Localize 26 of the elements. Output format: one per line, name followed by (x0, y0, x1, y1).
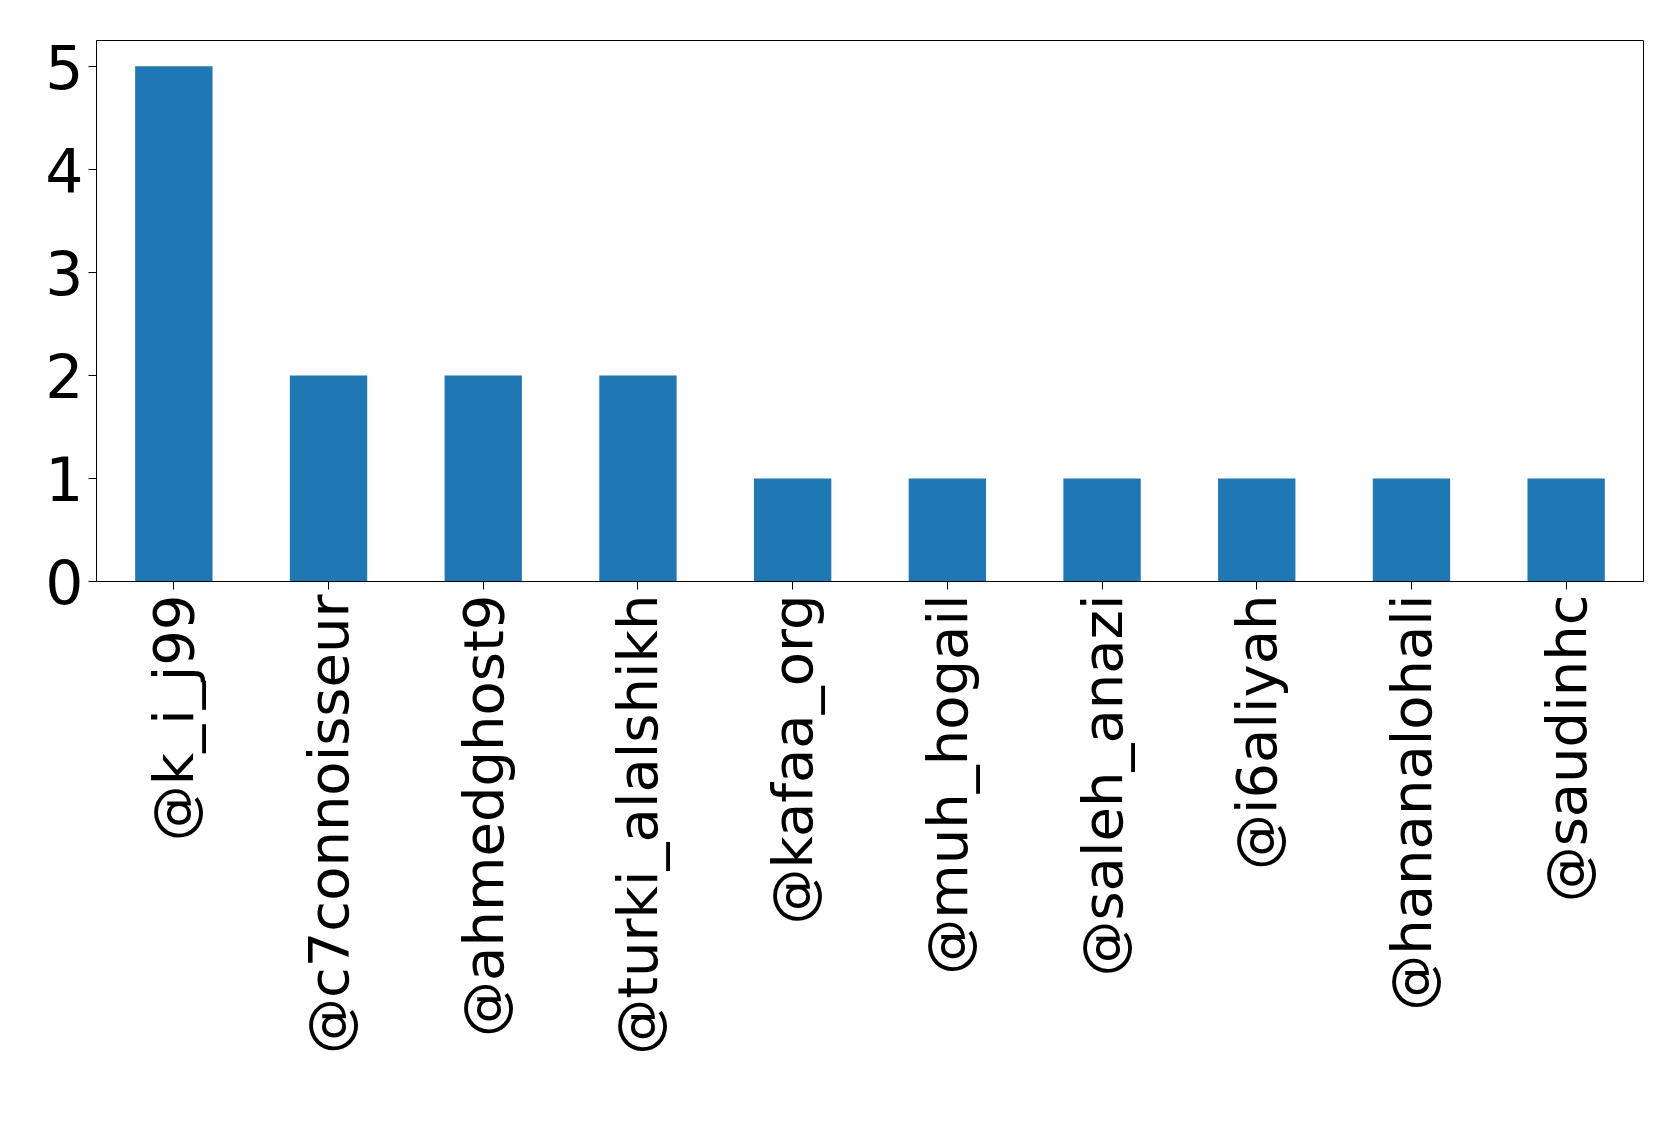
x-tick-label: @hananalohali (1378, 594, 1444, 1011)
bar (289, 375, 368, 582)
y-tick-label: 5 (45, 32, 84, 103)
x-tick-label: @turki_alalshikh (605, 594, 671, 1055)
x-tick-label: @k_i_j99 (141, 594, 207, 842)
y-tick-label: 4 (45, 135, 84, 206)
x-tick-label: @saudinhc (1533, 594, 1599, 903)
bar (135, 66, 213, 582)
bar (908, 478, 987, 582)
bar (599, 375, 677, 582)
x-tick-label: @muh_hogail (914, 594, 980, 975)
bar (753, 478, 832, 582)
bar (1372, 478, 1451, 582)
x-tick-label: @kafaa_org (760, 594, 826, 925)
bar (1218, 478, 1296, 582)
x-tick-label: @i6aliyah (1224, 594, 1290, 871)
x-tick-label: @ahmedghost9 (450, 594, 516, 1037)
y-tick-label: 2 (45, 341, 84, 412)
bar (1063, 478, 1141, 582)
y-tick-label: 3 (45, 238, 84, 309)
x-tick-label: @c7connoisseur (296, 593, 362, 1055)
x-tick-label: @saleh_anazi (1069, 594, 1135, 977)
y-tick-label: 0 (45, 548, 84, 618)
y-tick-label: 1 (45, 444, 84, 515)
bar (444, 375, 522, 582)
bar (1527, 478, 1605, 582)
